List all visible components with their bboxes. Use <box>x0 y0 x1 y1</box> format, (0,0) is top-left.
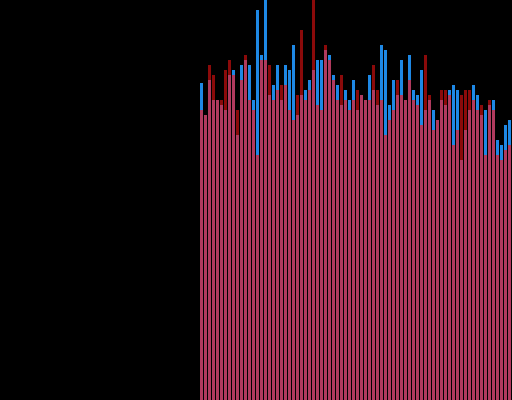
bar-overlap <box>252 110 255 400</box>
bar-overlap <box>408 80 411 400</box>
bar-overlap <box>284 85 287 400</box>
bar-overlap <box>480 115 483 400</box>
bar-overlap <box>220 105 223 400</box>
bar-overlap <box>240 80 243 400</box>
bar-overlap <box>324 50 327 400</box>
bar-overlap <box>348 110 351 400</box>
bar-overlap <box>296 115 299 400</box>
bar-overlap <box>468 110 471 400</box>
bar-overlap <box>428 100 431 400</box>
bar-overlap <box>248 100 251 400</box>
bar-overlap <box>372 90 375 400</box>
bar-overlap <box>208 80 211 400</box>
bar-overlap <box>472 100 475 400</box>
bar-overlap <box>496 155 499 400</box>
bar-overlap <box>280 100 283 400</box>
bar-overlap <box>452 145 455 400</box>
bar-overlap <box>332 80 335 400</box>
bar-overlap <box>412 100 415 400</box>
bar-overlap <box>356 110 359 400</box>
bar-overlap <box>232 75 235 400</box>
bar-overlap <box>436 120 439 400</box>
bar-overlap <box>260 60 263 400</box>
bar-overlap <box>500 160 503 400</box>
bar-overlap <box>420 125 423 400</box>
bar-overlap <box>416 105 419 400</box>
bar-overlap <box>400 95 403 400</box>
bar-overlap <box>448 95 451 400</box>
bar-overlap <box>440 100 443 400</box>
bar-overlap <box>276 90 279 400</box>
bar-overlap <box>424 110 427 400</box>
bar-overlap <box>376 105 379 400</box>
bar-overlap <box>368 100 371 400</box>
bar-overlap <box>476 110 479 400</box>
bar-overlap <box>200 110 203 400</box>
bar-overlap <box>432 130 435 400</box>
bar-overlap <box>312 70 315 400</box>
bar-overlap <box>504 150 507 400</box>
bar-overlap <box>264 60 267 400</box>
bar-overlap <box>364 100 367 400</box>
bar-overlap <box>404 100 407 400</box>
bar-overlap <box>396 95 399 400</box>
bar-overlap <box>216 100 219 400</box>
bar-overlap <box>224 110 227 400</box>
bar-overlap <box>300 95 303 400</box>
bar-overlap <box>492 110 495 400</box>
bar-overlap <box>456 130 459 400</box>
bar-overlap <box>352 100 355 400</box>
bar-overlap <box>272 100 275 400</box>
bar-overlap <box>508 145 511 400</box>
bar-overlap <box>288 110 291 400</box>
bar-overlap <box>212 100 215 400</box>
bar-overlap <box>256 155 259 400</box>
bar-overlap <box>460 160 463 400</box>
bar-overlap <box>484 155 487 400</box>
bar-overlap <box>444 105 447 400</box>
bar-overlap <box>228 75 231 400</box>
bar-overlap <box>336 100 339 400</box>
bar-overlap <box>488 105 491 400</box>
bar-overlap <box>344 100 347 400</box>
bar-overlap <box>316 105 319 400</box>
bar-overlap <box>244 60 247 400</box>
bar-overlap <box>384 135 387 400</box>
bar-overlap <box>304 100 307 400</box>
bar-overlap <box>320 110 323 400</box>
bar-overlap <box>204 115 207 400</box>
bar-overlap <box>360 95 363 400</box>
bar-overlap <box>236 135 239 400</box>
bar-overlap <box>388 120 391 400</box>
bar-overlap <box>308 90 311 400</box>
bar-overlap <box>292 120 295 400</box>
bar-overlap <box>464 130 467 400</box>
bar-overlap <box>340 105 343 400</box>
bar-overlap <box>328 60 331 400</box>
bar-overlap <box>268 95 271 400</box>
bar-overlap <box>392 110 395 400</box>
bar-overlap <box>380 100 383 400</box>
